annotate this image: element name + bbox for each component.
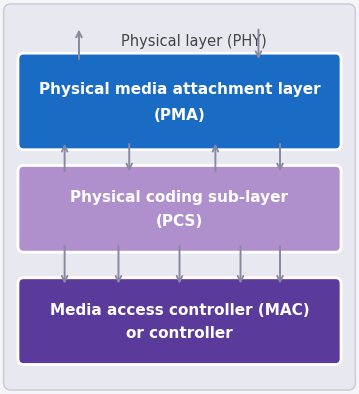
Text: Media access controller (MAC): Media access controller (MAC) bbox=[50, 303, 309, 318]
Text: Physical media attachment layer: Physical media attachment layer bbox=[39, 82, 320, 97]
FancyBboxPatch shape bbox=[4, 4, 355, 390]
Text: Physical coding sub-layer: Physical coding sub-layer bbox=[70, 190, 289, 205]
FancyBboxPatch shape bbox=[18, 278, 341, 364]
FancyBboxPatch shape bbox=[18, 53, 341, 150]
FancyBboxPatch shape bbox=[18, 165, 341, 252]
Text: or controller: or controller bbox=[126, 326, 233, 341]
Text: Physical layer (PHY): Physical layer (PHY) bbox=[121, 34, 267, 49]
Text: (PMA): (PMA) bbox=[154, 108, 205, 123]
Text: (PCS): (PCS) bbox=[156, 214, 203, 229]
